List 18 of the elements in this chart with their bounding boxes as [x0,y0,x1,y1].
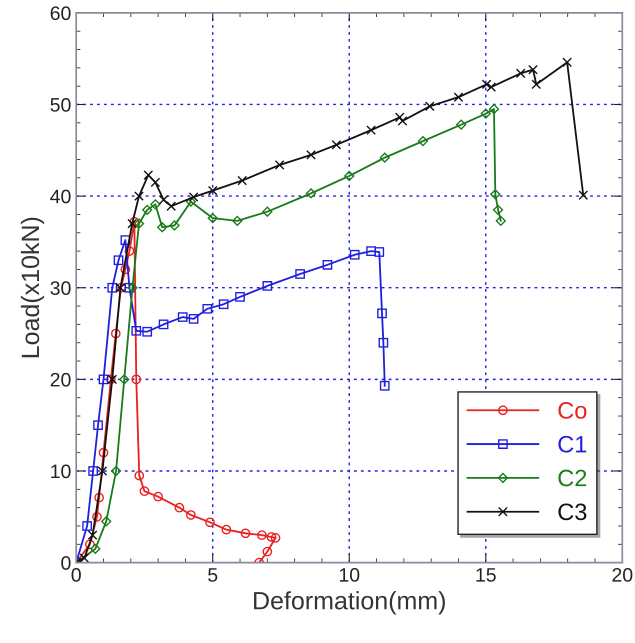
legend-label: C2 [558,470,586,486]
y-axis-title: Load(x10kN) [20,218,44,358]
x-tick-label: 0 [72,568,81,582]
y-tick-label: 30 [50,281,71,295]
legend-label: Co [558,402,586,419]
y-tick-label: 50 [50,98,71,112]
x-axis-title: Deformation(mm) [254,591,445,614]
legend-label: C3 [558,503,586,520]
y-tick-label: 20 [50,372,71,387]
x-tick-label: 5 [208,568,218,582]
x-tick-label: 10 [340,568,360,582]
y-tick-label: 0 [61,556,71,570]
x-tick-label: 20 [612,568,632,582]
y-tick-label: 10 [51,464,71,478]
legend-label: C1 [558,436,586,453]
y-tick-label: 40 [50,190,71,204]
x-tick-label: 15 [476,568,496,582]
y-tick-label: 60 [50,6,71,20]
